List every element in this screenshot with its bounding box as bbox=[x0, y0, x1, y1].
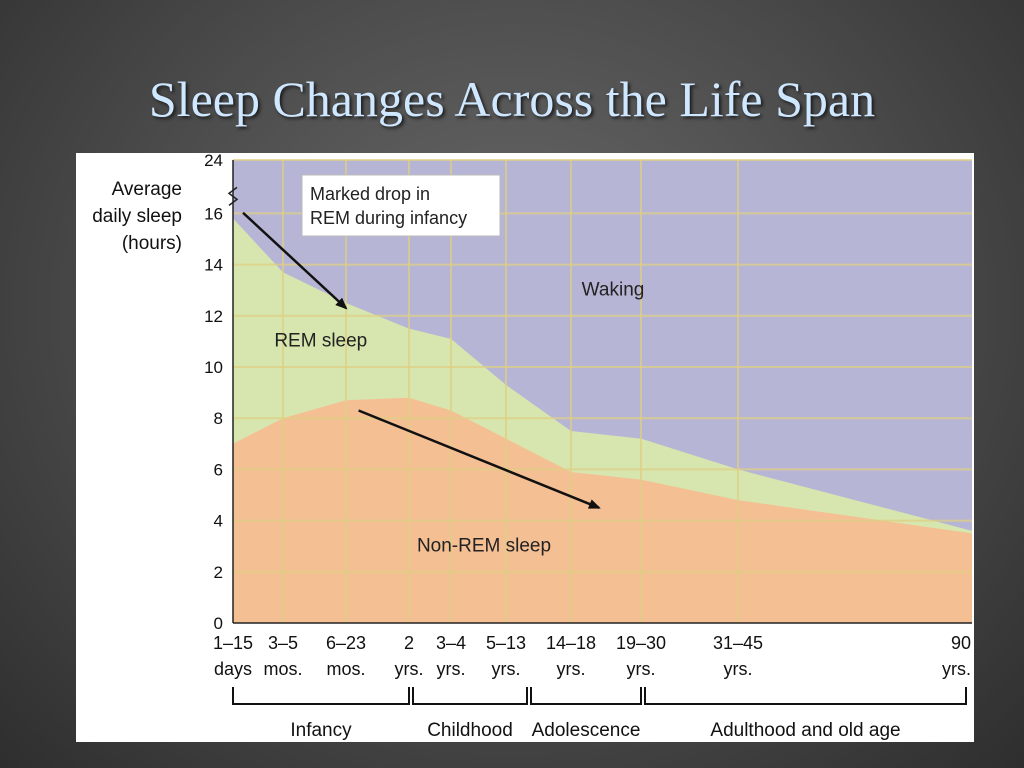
x-tick-label: days bbox=[214, 659, 252, 679]
annotation-arrow bbox=[358, 409, 601, 509]
x-tick-label: 14–18 bbox=[546, 633, 596, 653]
x-tick-label: yrs. bbox=[942, 659, 971, 679]
life-stage-bracket bbox=[232, 687, 410, 705]
x-tick-label: mos. bbox=[326, 659, 365, 679]
y-tick-label: 10 bbox=[204, 358, 223, 377]
x-tick-label: 1–15 bbox=[213, 633, 253, 653]
life-stage-bracket bbox=[644, 687, 967, 705]
axis-break-icon bbox=[227, 186, 239, 206]
annotation-text: REM during infancy bbox=[310, 208, 467, 228]
life-stage-label: Adolescence bbox=[532, 720, 641, 741]
x-tick-label: 31–45 bbox=[713, 633, 763, 653]
life-stage-label: Infancy bbox=[290, 720, 352, 741]
x-tick-label: 3–4 bbox=[436, 633, 466, 653]
x-tick-label: mos. bbox=[263, 659, 302, 679]
slide-title: Sleep Changes Across the Life Span bbox=[148, 71, 876, 127]
x-tick-label: yrs. bbox=[724, 659, 753, 679]
life-stage-bracket bbox=[530, 687, 642, 705]
x-tick-label: 2 bbox=[404, 633, 414, 653]
y-tick-label: 6 bbox=[214, 460, 223, 479]
annotation-box bbox=[301, 174, 501, 237]
y-tick-label: 16 bbox=[204, 204, 223, 223]
y-tick-label: 14 bbox=[204, 256, 223, 275]
y-axis-label: (hours) bbox=[122, 233, 182, 254]
x-tick-label: 3–5 bbox=[268, 633, 298, 653]
x-tick-label: yrs. bbox=[395, 659, 424, 679]
area-non-rem-sleep bbox=[233, 397, 972, 623]
y-tick-label: 12 bbox=[204, 307, 223, 326]
annotation-text: REM sleep bbox=[274, 331, 367, 352]
chart-panel: 0 2 4 6 8 10 12 14 16 24 Average daily sleep (hours)… bbox=[76, 151, 974, 742]
annotation-text: Waking bbox=[582, 279, 645, 300]
x-tick-label: 5–13 bbox=[486, 633, 526, 653]
y-tick-label: 4 bbox=[214, 512, 223, 531]
x-tick-label: yrs. bbox=[492, 659, 521, 679]
annotation-text: Marked drop in bbox=[310, 184, 430, 204]
life-stage-label: Adulthood and old age bbox=[710, 720, 900, 741]
y-tick-label: 2 bbox=[214, 563, 223, 582]
life-stage-bracket bbox=[412, 687, 528, 705]
y-axis-label: Average bbox=[112, 179, 182, 200]
x-tick-label: yrs. bbox=[627, 659, 656, 679]
x-tick-label: 90 bbox=[951, 633, 971, 653]
y-tick-label: 24 bbox=[204, 153, 223, 170]
y-tick-label: 0 bbox=[214, 614, 223, 633]
x-tick-label: 19–30 bbox=[616, 633, 666, 653]
x-tick-label: 6–23 bbox=[326, 633, 366, 653]
annotation-arrow bbox=[242, 211, 348, 310]
x-tick-label: yrs. bbox=[437, 659, 466, 679]
y-axis-label: daily sleep bbox=[92, 206, 182, 227]
life-stage-label: Childhood bbox=[427, 720, 513, 741]
annotation-text: Non-REM sleep bbox=[417, 535, 551, 556]
y-tick-label: 8 bbox=[214, 409, 223, 428]
x-tick-label: yrs. bbox=[557, 659, 586, 679]
